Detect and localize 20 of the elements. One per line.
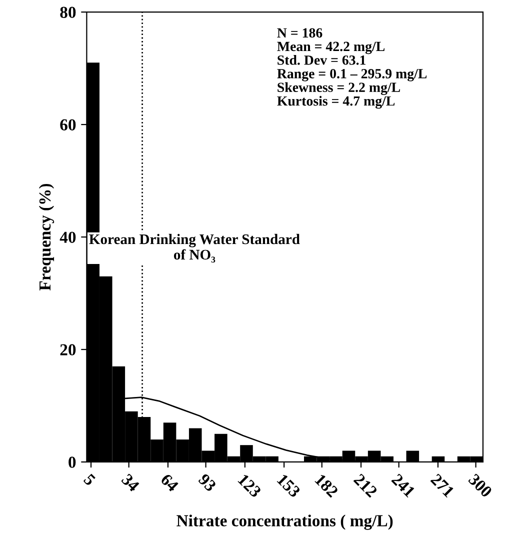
x-tick-label: 123 xyxy=(238,474,262,498)
x-tick-label: 271 xyxy=(430,473,455,498)
y-axis-title: Frequency (%) xyxy=(38,184,54,290)
x-tick-label: 241 xyxy=(391,473,416,498)
x-tick-label: 5 xyxy=(83,473,96,486)
y-tick-label: 60 xyxy=(60,119,76,130)
x-tick-label: 153 xyxy=(276,474,301,498)
y-tick-label: 40 xyxy=(60,232,76,243)
y-tick-label: 20 xyxy=(60,344,76,356)
ref-line-label: Korean Drinking Water Standard of NO₃ xyxy=(89,234,300,263)
y-tick-label: 80 xyxy=(60,6,76,18)
x-tick-label: 34 xyxy=(120,473,140,492)
annotation: N = 186 Mean = 42.2 mg/L Std. Dev = 63.1 Range = 0.1 – 295.9 mg/L Skewness = 2.2 mg/L Kurtosis = 4.7 mg/L xyxy=(277,28,427,109)
x-tick-label: 93 xyxy=(198,473,217,492)
x-tick-label: 182 xyxy=(314,474,339,498)
y-tick-label: 0 xyxy=(68,456,76,468)
x-tick-label: 64 xyxy=(160,473,180,492)
x-axis-title: Nitrate concentrations ( mg/L) xyxy=(176,514,393,530)
x-tick-label: 300 xyxy=(468,473,493,498)
x-tick-label: 212 xyxy=(353,473,378,498)
